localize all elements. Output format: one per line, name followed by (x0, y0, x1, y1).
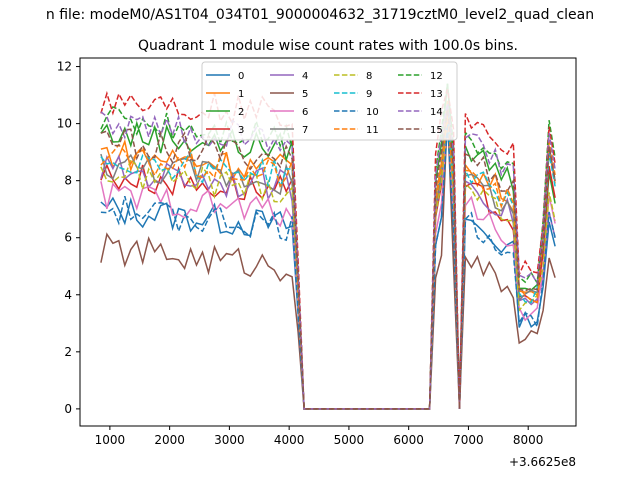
legend-label-7: 7 (302, 125, 308, 136)
series-line-9 (100, 112, 556, 410)
x-tick-label: 4000 (274, 433, 305, 447)
legend-label-3: 3 (238, 125, 244, 136)
legend-label-9: 9 (366, 89, 372, 100)
series-line-6 (100, 115, 556, 410)
y-tick-label: 2 (64, 345, 72, 359)
y-tick-label: 4 (64, 288, 72, 302)
y-tick-label: 8 (64, 174, 72, 188)
legend-label-14: 14 (430, 107, 443, 118)
series-line-14 (100, 103, 556, 410)
legend-label-8: 8 (366, 71, 372, 82)
x-tick-label: 8000 (513, 433, 544, 447)
series-line-0 (100, 117, 556, 410)
series-line-8 (100, 117, 556, 410)
legend-label-15: 15 (430, 125, 443, 136)
x-tick-label: 2000 (154, 433, 185, 447)
tick-layer: 1000 2000 3000 4000 5000 6000 7000 800002468101… (57, 60, 544, 447)
legend-label-6: 6 (302, 107, 308, 118)
plot-frame (79, 57, 577, 427)
y-tick-label: 0 (64, 402, 72, 416)
legend-label-12: 12 (430, 71, 443, 82)
legend-label-0: 0 (238, 71, 244, 82)
figure-suptitle: n file: modeM0/AS1T04_034T01_9000004632_… (46, 7, 594, 23)
chart-title: Quadrant 1 module wise count rates with … (138, 38, 518, 54)
y-tick-label: 6 (64, 231, 72, 245)
x-tick-label: 1000 (95, 433, 126, 447)
legend-label-11: 11 (366, 125, 379, 136)
x-tick-label: 7000 (453, 433, 484, 447)
legend-label-1: 1 (238, 89, 244, 100)
series-line-15 (100, 109, 556, 410)
series-line-11 (100, 115, 556, 410)
series-line-5 (100, 112, 556, 410)
y-tick-label: 10 (57, 117, 72, 131)
x-tick-label: 3000 (214, 433, 245, 447)
legend-box (201, 61, 458, 141)
y-tick-label: 12 (57, 60, 72, 74)
series-line-10 (100, 123, 556, 410)
legend-label-10: 10 (366, 107, 379, 118)
legend-label-13: 13 (430, 89, 443, 100)
legend-label-4: 4 (302, 71, 308, 82)
x-offset-label: +3.6625e8 (509, 455, 576, 469)
series-line-1 (100, 100, 556, 410)
x-tick-label: 6000 (393, 433, 424, 447)
legend-label-5: 5 (302, 89, 308, 100)
x-tick-label: 5000 (334, 433, 365, 447)
legend-label-2: 2 (238, 107, 244, 118)
series-line-2 (100, 83, 556, 410)
